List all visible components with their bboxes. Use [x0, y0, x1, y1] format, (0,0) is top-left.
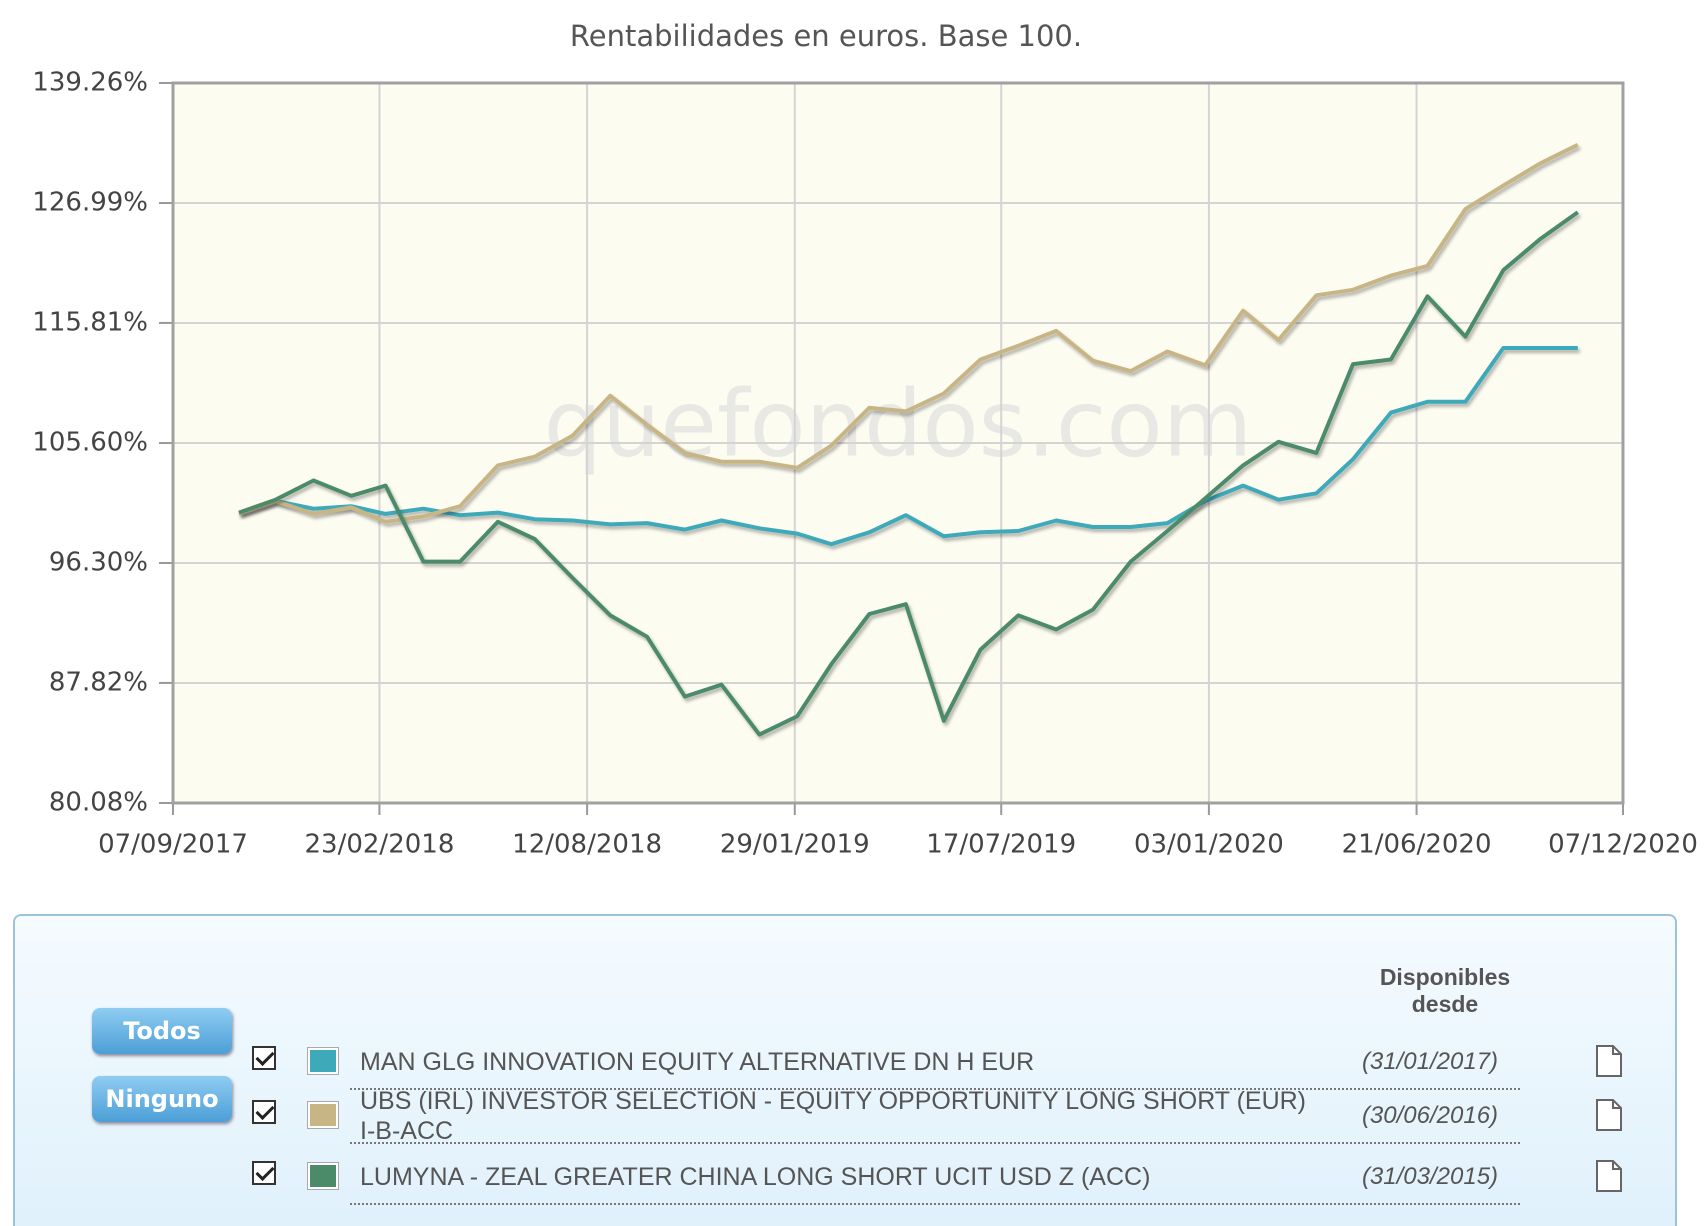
x-tick-label: 03/01/2020 [1134, 830, 1284, 860]
document-icon[interactable] [1595, 1098, 1623, 1136]
row-divider [350, 1203, 1520, 1205]
y-tick-label: 105.60% [32, 428, 148, 458]
legend-swatch [307, 1047, 339, 1075]
x-tick-label: 07/12/2020 [1548, 830, 1698, 860]
y-tick-label: 139.26% [32, 68, 148, 98]
document-icon[interactable] [1595, 1159, 1623, 1197]
select-all-button[interactable]: Todos [92, 1008, 232, 1054]
plot-border [171, 81, 1625, 805]
x-tick-label: 07/09/2017 [98, 830, 248, 860]
doc-icon [1596, 1160, 1622, 1192]
row-divider [350, 1142, 1520, 1144]
legend-swatch [307, 1101, 339, 1129]
doc-icon [1596, 1045, 1622, 1077]
legend-swatch [307, 1162, 339, 1190]
doc-icon [1596, 1099, 1622, 1131]
x-tick-label: 12/08/2018 [512, 830, 662, 860]
y-tick-label: 87.82% [49, 667, 148, 697]
legend-label: UBS (IRL) INVESTOR SELECTION - EQUITY OP… [360, 1087, 1306, 1145]
x-tick-label: 23/02/2018 [305, 830, 455, 860]
y-tick-label: 115.81% [32, 307, 148, 337]
x-tick-label: 29/01/2019 [720, 830, 870, 860]
checkbox[interactable] [252, 1100, 276, 1124]
watermark: quefondos.com [544, 370, 1253, 477]
series-line [238, 346, 1578, 547]
chart: Rentabilidades en euros. Base 100. quefo… [32, 19, 1698, 860]
checkbox[interactable] [252, 1161, 276, 1185]
series-line [238, 210, 1579, 737]
x-tick-label: 21/06/2020 [1342, 830, 1492, 860]
legend-row: MAN GLG INNOVATION EQUITY ALTERNATIVE DN… [250, 1034, 1650, 1090]
available-date: (31/01/2017) [1361, 1048, 1499, 1075]
y-tick-label: 96.30% [49, 547, 148, 577]
document-icon[interactable] [1595, 1044, 1623, 1082]
available-date: (30/06/2016) [1361, 1102, 1499, 1129]
legend-label: LUMYNA - ZEAL GREATER CHINA LONG SHORT U… [360, 1163, 1151, 1191]
select-none-button[interactable]: Ninguno [92, 1076, 232, 1122]
x-tick-label: 17/07/2019 [926, 830, 1076, 860]
row-divider [350, 1088, 1520, 1090]
available-date: (31/03/2015) [1361, 1163, 1499, 1190]
chart-title: Rentabilidades en euros. Base 100. [570, 19, 1082, 53]
available-header: Disponibles desde [1379, 964, 1511, 1017]
legend-label: MAN GLG INNOVATION EQUITY ALTERNATIVE DN… [360, 1048, 1035, 1076]
y-tick-label: 126.99% [32, 188, 148, 218]
legend-row: UBS (IRL) INVESTOR SELECTION - EQUITY OP… [250, 1087, 1650, 1145]
legend-row: LUMYNA - ZEAL GREATER CHINA LONG SHORT U… [250, 1149, 1650, 1205]
y-tick-label: 80.08% [49, 788, 148, 818]
series-line [238, 143, 1579, 524]
checkbox[interactable] [252, 1046, 276, 1070]
legend-panel: Todos Ninguno Disponibles desde MAN GLG … [13, 914, 1677, 1226]
